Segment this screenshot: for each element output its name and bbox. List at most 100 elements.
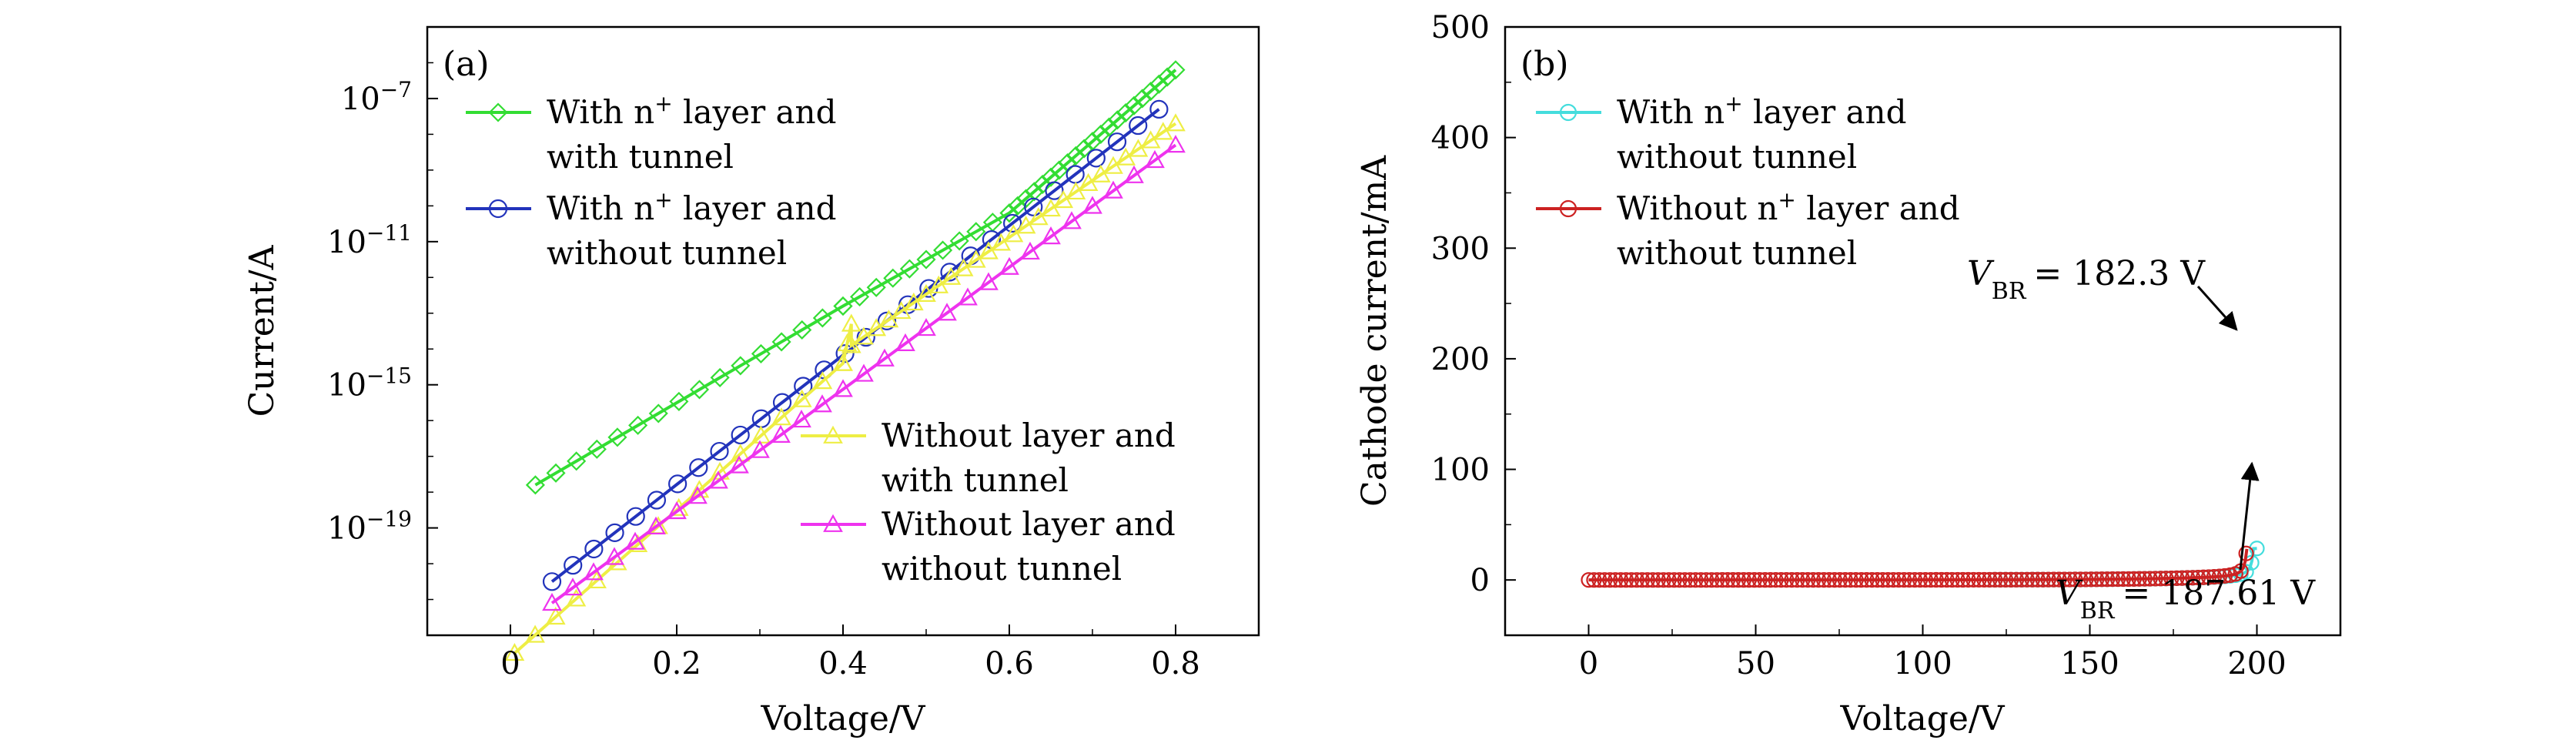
- legend-label: With n+ layer and: [1617, 91, 1906, 132]
- x-tick-label: 0.8: [1151, 646, 1200, 681]
- data-point: [1107, 110, 1127, 130]
- data-point: [2142, 571, 2158, 587]
- data-point: [771, 424, 791, 443]
- legend-label: with tunnel: [882, 461, 1069, 499]
- y-tick-label: 10−11: [327, 219, 412, 260]
- data-point: [1607, 572, 1624, 588]
- data-point: [1591, 572, 1607, 588]
- data-point: [584, 562, 604, 581]
- data-point: [1132, 89, 1153, 109]
- data-point: [1896, 571, 1912, 588]
- legend-label: without tunnel: [547, 234, 787, 272]
- data-point: [2131, 571, 2147, 587]
- data-point: [1129, 116, 1148, 136]
- data-point: [1784, 572, 1800, 588]
- data-point: [878, 310, 899, 328]
- series-with-n-layer-and-with-tunnel: [525, 60, 1186, 495]
- data-point: [687, 486, 708, 504]
- series-without-n-layer-and-without-tunnel: [1581, 545, 2254, 588]
- data-point: [2067, 571, 2083, 588]
- legend-marker: [1559, 103, 1577, 122]
- data-point: [646, 516, 666, 534]
- data-point: [903, 292, 924, 311]
- data-point: [625, 531, 645, 550]
- data-point: [2013, 571, 2030, 588]
- data-point: [689, 458, 708, 477]
- legend-label: Without layer and: [882, 505, 1176, 543]
- data-point: [2040, 571, 2056, 588]
- legend-entry-without-layer-and-with-tunnel: Without layer and with tunnel: [801, 417, 1176, 499]
- data-point: [1965, 571, 1982, 588]
- data-point: [791, 409, 811, 428]
- data-point: [891, 300, 912, 320]
- data-point: [1741, 572, 1757, 588]
- data-point: [1124, 165, 1144, 183]
- data-point: [1715, 572, 1731, 588]
- data-point: [542, 572, 562, 591]
- data-point: [1869, 571, 1885, 588]
- legend-label: With n+ layer and: [547, 187, 836, 228]
- data-point: [1735, 572, 1751, 588]
- data-point: [999, 203, 1019, 223]
- data-point: [1810, 572, 1827, 588]
- data-point: [999, 256, 1019, 275]
- y-tick-label: 0: [1470, 563, 1490, 598]
- annotation-label: VBR = 187.61 V: [2056, 574, 2316, 624]
- data-point: [979, 241, 999, 259]
- data-point: [883, 268, 903, 288]
- data-point: [895, 333, 915, 352]
- data-point: [1157, 67, 1177, 87]
- data-point: [1066, 146, 1086, 166]
- data-point: [1032, 174, 1052, 195]
- x-tick-label: 50: [1736, 646, 1775, 681]
- panel-b-y-axis-ticks: 0 100 200 300 400 500: [1431, 10, 1516, 636]
- data-point: [2115, 571, 2131, 588]
- data-point: [1008, 196, 1028, 216]
- data-point: [2099, 571, 2116, 588]
- data-point: [1944, 571, 1960, 588]
- data-point: [1832, 572, 1848, 588]
- data-point: [2029, 571, 2046, 588]
- data-point: [1949, 571, 1965, 588]
- data-point: [1028, 207, 1049, 226]
- data-point: [668, 474, 687, 494]
- data-point: [708, 470, 728, 489]
- data-point: [731, 356, 751, 376]
- data-point: [1644, 572, 1661, 588]
- data-point: [545, 606, 566, 625]
- data-point: [2136, 571, 2153, 587]
- panel-b-annotations: VBR = 182.3 V VBR = 187.61 V: [1967, 254, 2316, 624]
- legend-label: without tunnel: [1617, 234, 1857, 272]
- data-point: [1902, 571, 1918, 588]
- data-point: [647, 491, 667, 510]
- data-point: [1099, 117, 1119, 137]
- data-point: [2089, 571, 2105, 588]
- data-point: [1800, 572, 1816, 588]
- series-line: [550, 143, 1177, 604]
- data-point: [1762, 572, 1778, 588]
- panel-b-label: (b): [1521, 45, 1569, 84]
- data-point: [837, 333, 858, 352]
- data-point: [937, 303, 957, 321]
- data-point: [916, 318, 936, 336]
- data-point: [1016, 189, 1036, 209]
- data-point: [1091, 124, 1111, 144]
- data-point: [1650, 572, 1666, 588]
- data-point: [1116, 147, 1136, 166]
- data-point: [1730, 572, 1747, 588]
- legend-entry-with-n-layer-and-with-tunnel: With n+ layer and with tunnel: [466, 91, 836, 176]
- legend-label: Without n+ layer and: [1617, 187, 1960, 228]
- data-point: [1987, 571, 2003, 588]
- data-point: [2083, 571, 2099, 588]
- data-point: [1045, 181, 1064, 200]
- data-point: [1586, 572, 1602, 588]
- data-point: [607, 427, 627, 447]
- data-point: [916, 249, 936, 270]
- panel-b-x-axis-ticks: 0 50 100 150 200: [1504, 624, 2341, 681]
- data-point: [689, 480, 710, 498]
- panel-a-x-axis-ticks: 0 0.2 0.4 0.6 0.8: [427, 624, 1260, 681]
- data-point: [1153, 122, 1173, 140]
- data-point: [1698, 572, 1715, 588]
